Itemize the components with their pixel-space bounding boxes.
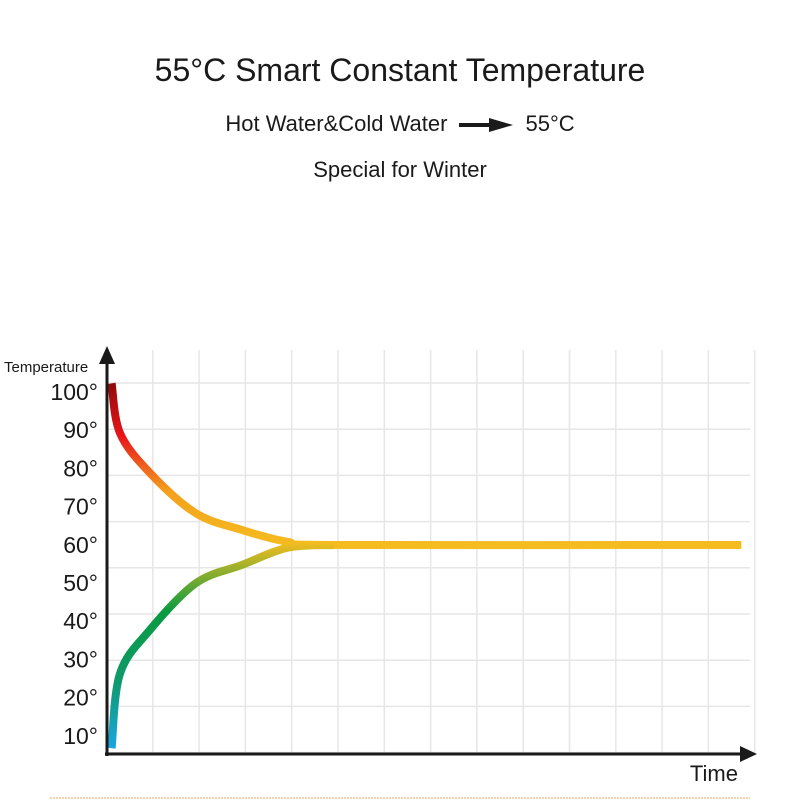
right-arrow-icon xyxy=(459,118,514,133)
y-axis-arrow-icon xyxy=(99,346,115,364)
y-tick-label: 20° xyxy=(63,685,98,711)
subtitle-line: Hot Water&Cold Water 55°C xyxy=(0,111,800,137)
cold-water-curve xyxy=(107,540,335,749)
y-tick-label: 10° xyxy=(63,723,98,749)
grid xyxy=(107,350,756,754)
y-tick-label: 60° xyxy=(63,532,98,558)
y-tick-label: 100° xyxy=(50,379,98,405)
y-tick-label: 90° xyxy=(63,417,98,443)
y-tick-label: 50° xyxy=(63,570,98,596)
y-axis-label: Temperature xyxy=(4,359,88,376)
x-axis-label: Time xyxy=(690,761,738,786)
winter-label: Special for Winter xyxy=(313,157,487,182)
hot-cold-label: Hot Water&Cold Water xyxy=(225,111,448,136)
y-tick-label: 30° xyxy=(63,646,98,672)
hot-water-curve xyxy=(107,382,742,550)
x-axis-arrow-icon xyxy=(740,746,757,762)
y-tick-label: 80° xyxy=(63,455,98,481)
y-tick-label: 70° xyxy=(63,494,98,520)
target-temp-label: 55°C xyxy=(525,111,575,136)
page-title: 55°C Smart Constant Temperature xyxy=(154,52,646,88)
y-tick-label: 40° xyxy=(63,608,98,634)
